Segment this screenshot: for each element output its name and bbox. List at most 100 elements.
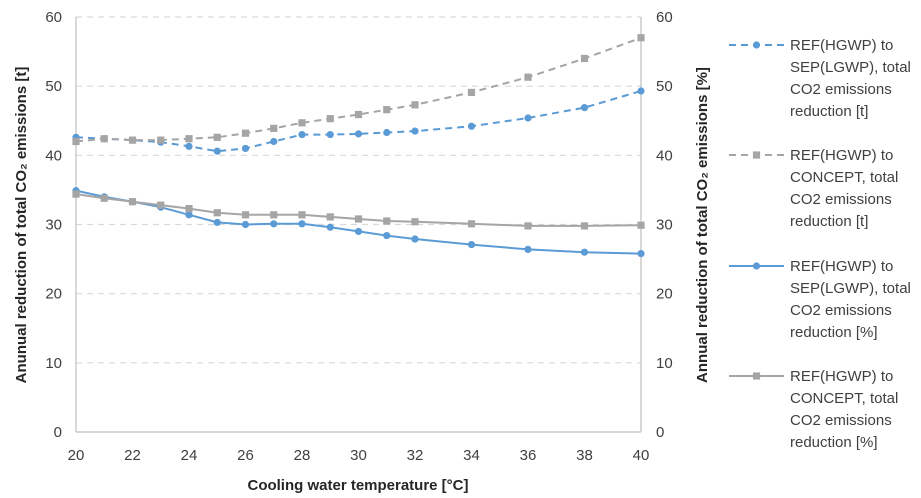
legend-label: REF(HGWP) to SEP(LGWP), total CO2 emission… [790, 258, 911, 341]
data-point [637, 87, 645, 95]
data-point [241, 129, 250, 137]
data-point [411, 218, 419, 226]
data-point [580, 248, 589, 256]
y-left-tick-label: 30 [45, 217, 62, 234]
data-point [580, 222, 589, 230]
x-tick-label: 24 [181, 447, 198, 464]
legend-entry-4: REF(HGWP) to CONCEPT, total CO2 emissions r… [729, 368, 898, 451]
data-point [213, 133, 221, 141]
y-left-tick-label: 0 [54, 424, 62, 441]
data-point [354, 110, 363, 119]
series-4 [72, 190, 645, 230]
legend-entry-3: REF(HGWP) to SEP(LGWP), total CO2 emission… [729, 258, 911, 341]
x-tick-label: 40 [633, 447, 650, 464]
data-point [524, 245, 532, 253]
y-left-tick-label: 10 [45, 355, 62, 372]
y-right-axis-title: Annual reduction of total CO₂ emissions … [694, 67, 711, 383]
data-point [270, 124, 278, 132]
data-point [383, 106, 391, 114]
data-point [637, 221, 645, 229]
legend-marker [752, 151, 761, 159]
gridlines [76, 16, 641, 364]
y-right-tick-labels: 0 10 20 30 40 50 60 [656, 9, 673, 441]
data-point [241, 211, 250, 219]
series-line [75, 36, 642, 143]
x-tick-label: 20 [68, 447, 85, 464]
data-point [185, 135, 193, 143]
data-point [298, 119, 306, 127]
data-point [524, 114, 532, 122]
x-tick-label: 22 [124, 447, 141, 464]
data-point [270, 137, 278, 146]
y-right-tick-label: 60 [656, 9, 673, 26]
data-point [326, 130, 334, 139]
data-point [637, 34, 645, 42]
data-point [383, 128, 391, 137]
data-point [383, 217, 391, 225]
data-point [241, 144, 250, 153]
x-axis-title: Cooling water temperature [°C] [247, 477, 468, 494]
data-point [270, 211, 278, 219]
legend-entry-2: REF(HGWP) to CONCEPT, total CO2 emissions r… [729, 147, 898, 230]
data-point [298, 220, 306, 228]
y-right-tick-label: 40 [656, 147, 673, 164]
x-tick-label: 34 [463, 447, 480, 464]
series-group [72, 34, 645, 258]
data-point [580, 104, 589, 112]
data-point [467, 88, 476, 96]
data-point [383, 231, 391, 240]
y-right-tick-label: 0 [656, 424, 664, 441]
data-point [524, 222, 532, 230]
data-point [326, 115, 334, 123]
data-point [185, 211, 193, 219]
data-point [411, 235, 419, 243]
legend: REF(HGWP) to SEP(LGWP), total CO2 emission… [729, 37, 911, 451]
legend-label: REF(HGWP) to SEP(LGWP), total CO2 emission… [790, 37, 911, 120]
data-point [213, 209, 221, 217]
axes [75, 17, 642, 433]
legend-marker [752, 372, 761, 380]
series-2 [72, 34, 645, 146]
data-point [580, 54, 589, 63]
series-1 [72, 87, 645, 155]
data-point [637, 249, 645, 258]
legend-label: REF(HGWP) to CONCEPT, total CO2 emissions r… [790, 368, 898, 451]
data-point [213, 147, 221, 155]
data-point [298, 211, 306, 219]
data-point [100, 194, 108, 202]
data-point [354, 130, 363, 138]
y-left-tick-labels: 0 10 20 30 40 50 60 [45, 9, 62, 441]
data-point [467, 122, 476, 130]
x-tick-label: 32 [407, 447, 424, 464]
data-point [467, 220, 476, 228]
data-point [213, 218, 221, 227]
data-point [354, 227, 363, 236]
data-point [326, 213, 334, 221]
y-right-tick-label: 50 [656, 78, 673, 95]
x-tick-label: 30 [350, 447, 367, 464]
x-tick-label: 26 [237, 447, 254, 464]
x-tick-labels: 20 22 24 26 28 30 32 34 36 38 40 [68, 447, 650, 464]
data-point [128, 198, 137, 206]
data-point [298, 130, 306, 139]
y-right-tick-label: 10 [656, 355, 673, 372]
data-point [467, 240, 476, 249]
y-left-tick-label: 40 [45, 147, 62, 164]
data-point [157, 136, 165, 144]
y-right-tick-label: 20 [656, 286, 673, 303]
data-point [241, 220, 250, 229]
data-point [100, 135, 108, 143]
x-tick-label: 28 [294, 447, 311, 464]
y-left-axis-title: Anunual reduction of total CO₂ emissions… [13, 67, 30, 384]
data-point [157, 201, 165, 209]
data-point [411, 127, 419, 135]
data-point [524, 73, 532, 81]
data-point [326, 223, 334, 231]
x-tick-label: 36 [520, 447, 537, 464]
data-point [185, 142, 193, 150]
legend-marker [752, 262, 761, 270]
legend-label: REF(HGWP) to CONCEPT, total CO2 emissions r… [790, 147, 898, 230]
data-point [270, 220, 278, 228]
data-point [354, 215, 363, 223]
